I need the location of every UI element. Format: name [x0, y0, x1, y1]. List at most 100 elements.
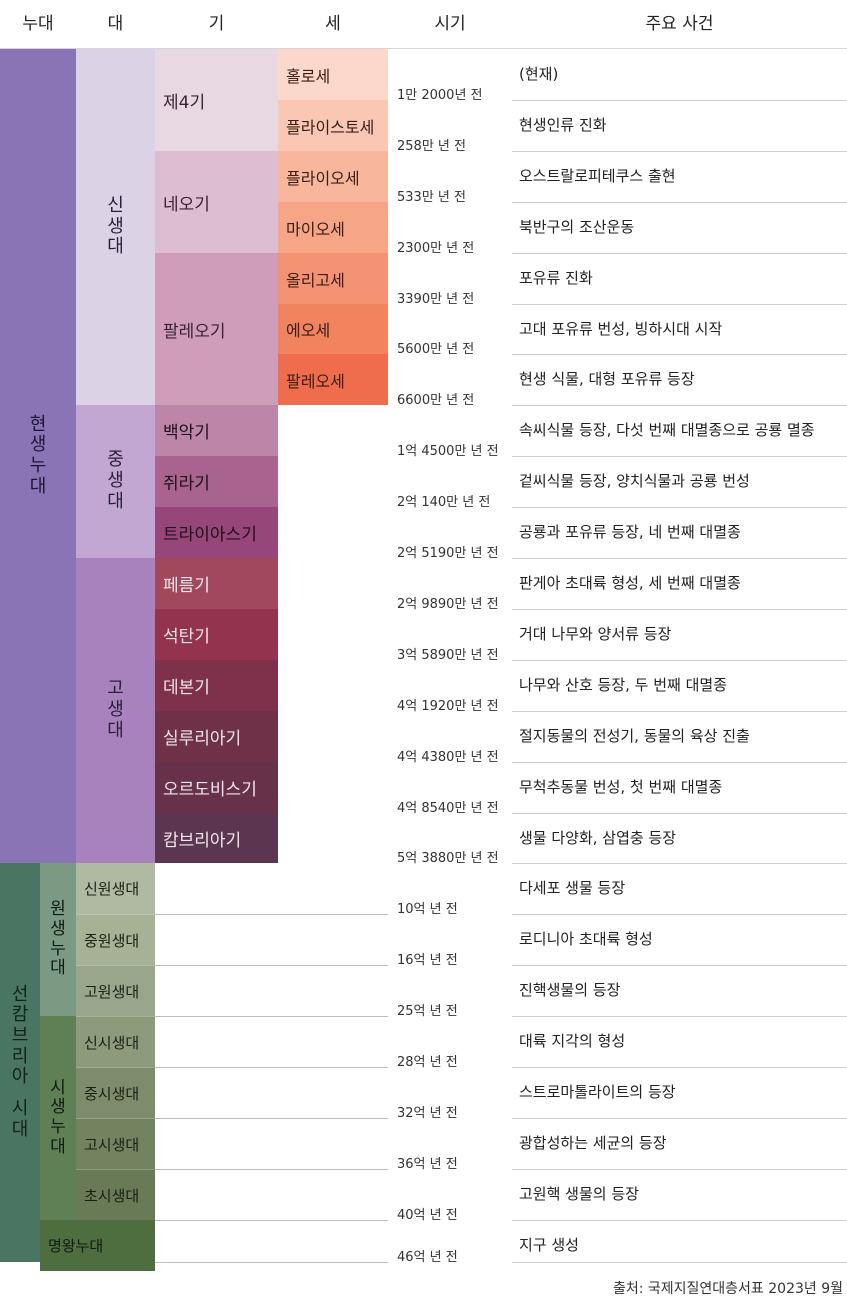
event-separator — [512, 1067, 847, 1068]
time-label: 4억 8540만 년 전 — [397, 801, 499, 816]
event-separator — [512, 1262, 847, 1263]
time-label: 533만 년 전 — [397, 190, 466, 205]
row-guide — [155, 1118, 388, 1119]
epoch-6: 에오세 — [278, 304, 388, 354]
event-label: (현재) — [519, 65, 559, 83]
event-label: 지구 생성 — [519, 1236, 579, 1254]
time-label: 3390만 년 전 — [397, 292, 475, 307]
precambrian-era-5: 중시생대 — [76, 1067, 155, 1118]
row-guide — [155, 1067, 388, 1068]
time-label: 2300만 년 전 — [397, 241, 475, 256]
header-eon: 누대 — [22, 14, 54, 34]
event-separator — [512, 965, 847, 966]
precambrian-era-3: 고원생대 — [76, 965, 155, 1016]
precambrian-era-7: 초시생대 — [76, 1169, 155, 1220]
precambrian-eon-3: 명왕누대 — [40, 1220, 155, 1271]
event-separator — [512, 405, 847, 406]
period-12: 캄브리아기 — [155, 813, 278, 863]
epoch-1: 홀로세 — [278, 49, 388, 100]
precambrian-era-1: 신원생대 — [76, 863, 155, 914]
event-separator — [512, 813, 847, 814]
period-6: 트라이아스기 — [155, 507, 278, 558]
event-separator — [512, 100, 847, 101]
row-guide — [155, 1220, 388, 1221]
time-label: 2억 9890만 년 전 — [397, 597, 499, 612]
event-label: 북반구의 조산운동 — [519, 218, 635, 236]
time-label: 36억 년 전 — [397, 1157, 458, 1172]
period-2: 네오기 — [155, 151, 278, 253]
epoch-2: 플라이스토세 — [278, 100, 388, 151]
epoch-7: 팔레오세 — [278, 354, 388, 405]
event-separator — [512, 863, 847, 864]
event-separator — [512, 456, 847, 457]
epoch-5: 올리고세 — [278, 253, 388, 304]
time-label: 10억 년 전 — [397, 902, 458, 917]
source-note: 출처: 국제지질연대층서표 2023년 9월 — [612, 1281, 843, 1297]
event-label: 현생인류 진화 — [519, 116, 607, 134]
event-label: 고원핵 생물의 등장 — [519, 1185, 639, 1203]
event-label: 로디니아 초대륙 형성 — [519, 930, 653, 948]
event-separator — [512, 202, 847, 203]
header-epoch: 세 — [325, 14, 341, 34]
period-8: 석탄기 — [155, 609, 278, 660]
event-label: 다세포 생물 등장 — [519, 879, 626, 897]
header-divider — [0, 48, 847, 49]
time-label: 28억 년 전 — [397, 1055, 458, 1070]
event-separator — [512, 558, 847, 559]
event-separator — [512, 914, 847, 915]
time-label: 3억 5890만 년 전 — [397, 648, 499, 663]
event-separator — [512, 660, 847, 661]
event-separator — [512, 1220, 847, 1221]
event-label: 현생 식물, 대형 포유류 등장 — [519, 370, 695, 388]
event-separator — [512, 151, 847, 152]
time-label: 46억 년 전 — [397, 1250, 458, 1265]
time-label: 16억 년 전 — [397, 953, 458, 968]
event-separator — [512, 609, 847, 610]
period-9: 데본기 — [155, 660, 278, 711]
header-events: 주요 사건 — [645, 14, 714, 34]
time-label: 5600만 년 전 — [397, 342, 475, 357]
period-10: 실루리아기 — [155, 711, 278, 762]
event-separator — [512, 1169, 847, 1170]
event-label: 판게아 초대륙 형성, 세 번째 대멸종 — [519, 574, 741, 592]
event-label: 절지동물의 전성기, 동물의 육상 진출 — [519, 727, 750, 745]
time-label: 6600만 년 전 — [397, 393, 475, 408]
time-label: 4억 4380만 년 전 — [397, 750, 499, 765]
time-label: 32억 년 전 — [397, 1106, 458, 1121]
event-label: 스트로마톨라이트의 등장 — [519, 1083, 676, 1101]
event-separator — [512, 1118, 847, 1119]
event-label: 포유류 진화 — [519, 269, 593, 287]
precambrian-era-4: 신시생대 — [76, 1016, 155, 1067]
time-label: 1만 2000년 전 — [397, 88, 483, 103]
time-label: 5억 3880만 년 전 — [397, 851, 499, 866]
event-separator — [512, 507, 847, 508]
event-label: 무척추동물 번성, 첫 번째 대멸종 — [519, 778, 723, 796]
precambrian-era-6: 고시생대 — [76, 1118, 155, 1169]
event-separator — [512, 711, 847, 712]
event-label: 거대 나무와 양서류 등장 — [519, 625, 672, 643]
event-label: 광합성하는 세균의 등장 — [519, 1134, 667, 1152]
precambrian-era-2: 중원생대 — [76, 914, 155, 965]
period-3: 팔레오기 — [155, 253, 278, 405]
event-label: 고대 포유류 번성, 빙하시대 시작 — [519, 320, 723, 338]
time-label: 25억 년 전 — [397, 1004, 458, 1019]
period-4: 백악기 — [155, 405, 278, 456]
event-separator — [512, 304, 847, 305]
time-label: 1억 4500만 년 전 — [397, 444, 499, 459]
event-label: 겉씨식물 등장, 양치식물과 공룡 번성 — [519, 472, 750, 490]
header-period: 기 — [208, 14, 225, 34]
header-era: 대 — [107, 14, 124, 34]
time-label: 4억 1920만 년 전 — [397, 699, 499, 714]
